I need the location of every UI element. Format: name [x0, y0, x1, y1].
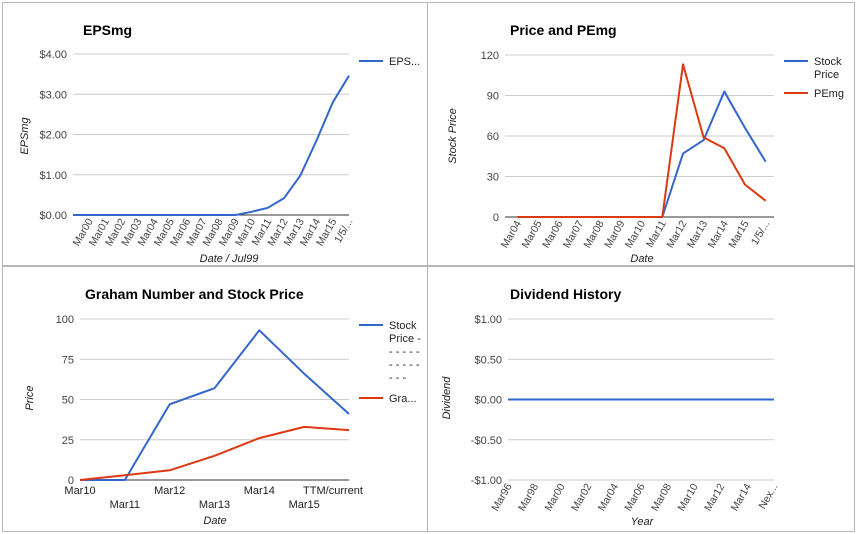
- chart-graham-number: Graham Number and Stock Price 0 25 50 75 100 M…: [24, 286, 421, 527]
- legend-label: Gra...: [389, 393, 417, 405]
- y-tick-label: $4.00: [39, 49, 67, 61]
- y-tick-label: $3.00: [39, 89, 67, 101]
- y-tick-label: $0.50: [474, 354, 502, 366]
- legend-label: Stock: [814, 56, 842, 68]
- y-tick-label: -$0.50: [471, 435, 502, 447]
- x-tick-label: TTM/current: [303, 485, 363, 497]
- series-line-0: [80, 329, 350, 481]
- y-tick-label: 90: [487, 91, 499, 103]
- chart-title: Price and PEmg: [510, 22, 617, 38]
- x-tick-label: Mar02: [569, 481, 594, 513]
- y-tick-label: $2.00: [39, 130, 67, 142]
- y-tick-label: $0.00: [474, 395, 502, 407]
- x-axis-title: Year: [631, 516, 655, 528]
- x-tick-label: Mar10: [64, 485, 95, 497]
- chart-panel-price-pemg: Price and PEmg 0 30 60 90 120 Mar04 Mar05 Mar06 M…: [427, 2, 855, 266]
- x-tick-label: Mar10: [676, 481, 701, 513]
- y-tick-label: 0: [68, 475, 74, 487]
- y-tick-label: 25: [62, 435, 74, 447]
- chart-dividend-history: Dividend History -$1.00 -$0.50 $0.00 $0.50 $1…: [441, 286, 781, 528]
- series-line-1: [79, 425, 350, 481]
- y-axis-title: EPSmg: [19, 116, 31, 154]
- x-tick-label: Mar06: [622, 481, 647, 513]
- chart-epsmg: EPSmg$0.00$1.00$2.00$3.00$4.00Mar00Mar01…: [19, 22, 420, 265]
- x-tick-label: Mar12: [702, 481, 727, 513]
- x-tick-label: Mar00: [543, 481, 568, 513]
- x-tick-label: Mar13: [199, 499, 230, 511]
- x-tick-label: Mar15: [726, 218, 751, 250]
- y-tick-label: -$1.00: [471, 475, 502, 487]
- x-tick-label: Mar14: [729, 481, 754, 513]
- legend-label: Price -: [389, 333, 421, 345]
- y-tick-label: 0: [493, 212, 499, 224]
- x-tick-label: 1/5/...: [749, 219, 773, 248]
- y-tick-label: 100: [56, 314, 74, 326]
- x-tick-label: Mar11: [110, 499, 140, 511]
- legend-dashes: - - - - -: [389, 346, 420, 358]
- chart-panel-dividend: Dividend History -$1.00 -$0.50 $0.00 $0.50 $1…: [427, 266, 855, 532]
- x-axis-title: Date: [630, 253, 653, 265]
- chart-price-pemg: Price and PEmg0306090120Mar04Mar05Mar06M…: [447, 22, 844, 265]
- y-axis-title: Price: [24, 385, 36, 410]
- x-tick-label: Mar98: [516, 481, 541, 513]
- y-tick-label: 60: [487, 131, 499, 143]
- x-axis-title: Date / Jul99: [200, 253, 259, 265]
- x-tick-label: Mar10: [623, 218, 648, 250]
- legend-dashes: - - -: [389, 372, 406, 384]
- y-tick-label: $0.00: [39, 210, 67, 222]
- x-tick-label: Mar08: [649, 481, 674, 513]
- x-tick-label: Nex...: [756, 482, 780, 512]
- legend-label: EPS...: [389, 56, 420, 68]
- y-axis-title: Dividend: [441, 376, 453, 420]
- x-tick-label: Mar14: [244, 485, 275, 497]
- y-tick-label: 50: [62, 395, 74, 407]
- chart-title: EPSmg: [83, 22, 132, 38]
- y-tick-label: 120: [481, 50, 499, 62]
- chart-panel-graham: Graham Number and Stock Price 0 25 50 75 100 M…: [2, 266, 427, 532]
- y-tick-label: $1.00: [39, 170, 67, 182]
- chart-panel-epsmg: EPSmg $0.00 $1.00 $2.00 $3.00 $4.00 Mar00 Mar01…: [2, 2, 427, 266]
- x-tick-label: Mar12: [154, 485, 185, 497]
- x-axis-title: Date: [203, 515, 226, 527]
- legend-label: PEmg: [814, 88, 844, 100]
- y-tick-label: 75: [62, 354, 74, 366]
- series-line-1: [517, 63, 767, 218]
- y-tick-label: 30: [487, 172, 499, 184]
- chart-title: Graham Number and Stock Price: [85, 286, 304, 302]
- series-line-0: [73, 75, 350, 216]
- chart-title: Dividend History: [510, 286, 621, 302]
- x-tick-label: Mar04: [596, 481, 621, 513]
- x-tick-label: Mar15: [289, 499, 320, 511]
- legend-dashes: - - - - -: [389, 359, 420, 371]
- y-tick-label: $1.00: [474, 314, 502, 326]
- y-axis-title: Stock Price: [447, 108, 459, 164]
- legend-label: Price: [814, 69, 839, 81]
- legend-label: Stock: [389, 320, 417, 332]
